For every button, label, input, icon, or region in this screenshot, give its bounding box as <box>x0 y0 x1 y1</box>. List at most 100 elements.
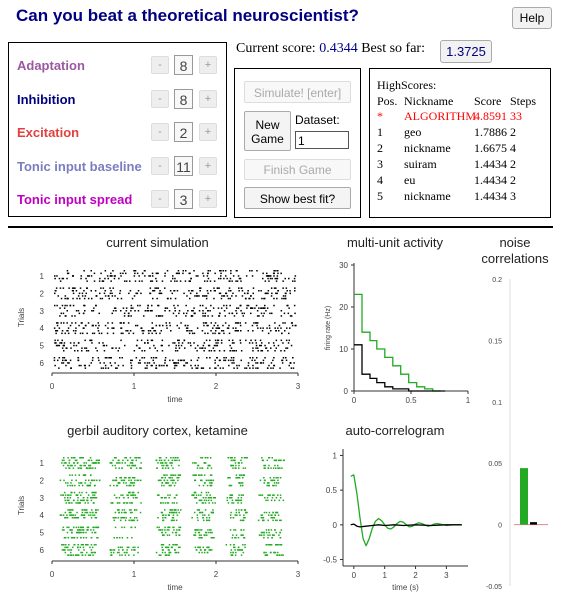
increment-button[interactable]: + <box>199 56 217 74</box>
spike-mark <box>232 275 235 277</box>
decrement-button[interactable]: - <box>151 90 169 108</box>
spike-mark <box>164 467 167 469</box>
spike-mark <box>129 457 132 459</box>
spike-mark <box>77 531 80 534</box>
spike-mark <box>68 526 70 529</box>
spike-mark <box>127 494 129 496</box>
spike-mark <box>268 514 270 516</box>
spike-mark <box>168 484 170 487</box>
spike-mark <box>161 514 164 516</box>
show-best-fit-button[interactable]: Show best fit? <box>244 187 351 209</box>
spike-mark <box>155 280 158 282</box>
spike-mark <box>227 457 229 459</box>
spike-mark <box>210 511 213 514</box>
spike-mark <box>173 549 176 551</box>
spike-mark <box>117 364 120 367</box>
spike-mark <box>209 464 211 467</box>
spike-mark <box>54 339 56 342</box>
spike-mark <box>78 482 80 484</box>
spike-mark <box>120 297 123 300</box>
spike-mark <box>260 494 262 496</box>
spike-mark <box>252 297 255 300</box>
spike-mark <box>162 514 165 516</box>
decrement-button[interactable]: - <box>151 123 169 141</box>
spike-mark <box>136 324 139 327</box>
spike-mark <box>193 511 196 514</box>
spike-mark <box>125 280 128 282</box>
spike-mark <box>270 275 272 277</box>
spike-mark <box>217 324 219 327</box>
spike-mark <box>72 292 75 295</box>
finish-game-button[interactable]: Finish Game <box>244 159 351 180</box>
spike-mark <box>274 551 277 554</box>
spike-mark <box>241 519 243 522</box>
spike-mark <box>260 307 262 309</box>
decrement-button[interactable]: - <box>151 190 169 208</box>
spike-mark <box>167 459 170 462</box>
increment-button[interactable]: + <box>199 123 217 141</box>
spike-mark <box>218 332 221 335</box>
spike-mark <box>149 347 151 349</box>
spike-mark <box>62 514 65 516</box>
dataset-input[interactable]: 1 <box>295 131 349 149</box>
spike-mark <box>231 537 234 539</box>
spike-mark <box>84 339 86 342</box>
spike-mark <box>130 479 132 482</box>
spike-mark <box>108 297 110 300</box>
spike-mark <box>222 270 224 272</box>
spike-mark <box>68 462 70 464</box>
spike-mark <box>137 491 139 494</box>
increment-button[interactable]: + <box>199 157 217 175</box>
spike-mark <box>81 544 84 546</box>
spike-mark <box>70 457 73 459</box>
spike-mark <box>119 292 121 295</box>
spike-mark <box>242 315 244 317</box>
spike-mark <box>263 464 265 467</box>
spike-mark <box>66 322 68 324</box>
spike-mark <box>244 546 246 549</box>
spike-mark <box>250 295 252 297</box>
spike-mark <box>168 544 171 546</box>
spike-mark <box>239 514 241 516</box>
spike-mark <box>263 297 265 300</box>
spike-mark <box>230 357 233 359</box>
spike-mark <box>71 502 73 504</box>
spike-mark <box>278 330 280 332</box>
spike-mark <box>74 517 77 519</box>
best-score-label: Best so far: <box>361 41 425 56</box>
spike-mark <box>56 324 59 327</box>
spike-mark <box>161 339 164 342</box>
spike-mark <box>95 459 98 462</box>
best-score-button[interactable]: 1.3725 <box>440 40 492 63</box>
decrement-button[interactable]: - <box>151 56 169 74</box>
increment-button[interactable]: + <box>199 190 217 208</box>
spike-mark <box>93 551 95 554</box>
y-tick-label: 6 <box>40 359 45 368</box>
spike-mark <box>160 330 162 332</box>
spike-mark <box>181 342 184 344</box>
spike-mark <box>288 339 290 342</box>
spike-mark <box>180 344 183 347</box>
spike-mark <box>232 464 234 467</box>
spike-mark <box>288 364 290 367</box>
spike-mark <box>131 462 134 464</box>
new-game-button[interactable]: New Game <box>244 111 291 151</box>
decrement-button[interactable]: - <box>151 157 169 175</box>
help-button[interactable]: Help <box>512 7 552 29</box>
spike-mark <box>223 359 225 362</box>
y-tick-label: 3 <box>40 494 45 503</box>
spike-mark <box>238 287 240 289</box>
parameters-panel: Adaptation -8 + Inhibition -8 + Excitation -2 + T… <box>8 42 227 217</box>
spike-mark <box>71 509 73 511</box>
y-axis-label: Trials <box>17 308 26 327</box>
spike-mark <box>73 462 75 464</box>
spike-mark <box>61 362 63 364</box>
spike-mark <box>176 529 178 531</box>
increment-button[interactable]: + <box>199 90 217 108</box>
spike-mark <box>162 534 164 536</box>
spike-mark <box>283 459 285 462</box>
spike-mark <box>270 544 273 546</box>
simulate-button[interactable]: Simulate! [enter] <box>244 81 351 103</box>
spike-mark <box>267 332 270 335</box>
spike-mark <box>217 342 219 344</box>
